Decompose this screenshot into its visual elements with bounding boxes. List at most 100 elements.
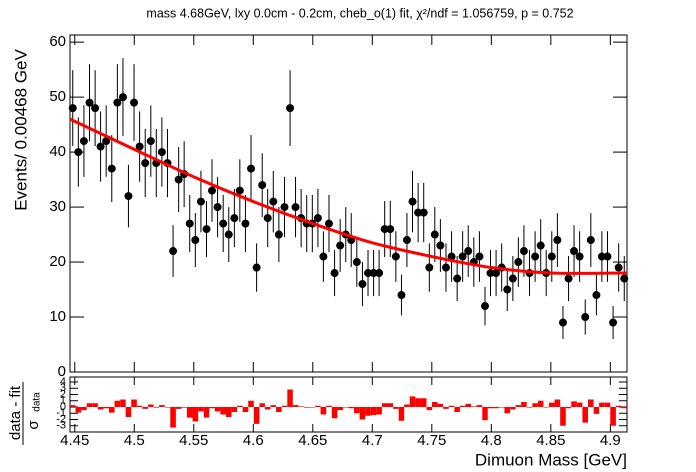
pull-bar <box>504 407 511 414</box>
pull-bar <box>515 405 522 407</box>
pull-bar <box>276 407 282 412</box>
chart-title: mass 4.68GeV, lxy 0.0cm - 0.2cm, cheb_o(… <box>146 6 573 20</box>
pull-bar <box>571 401 577 407</box>
data-point <box>74 148 83 157</box>
pull-bar <box>610 407 616 426</box>
pull-bar <box>337 407 343 411</box>
data-point <box>408 197 417 206</box>
pull-bar <box>465 403 472 407</box>
pull-bar <box>510 407 516 410</box>
pull-bar <box>443 407 449 409</box>
data-point <box>414 208 423 217</box>
data-point <box>96 142 105 151</box>
data-point <box>514 258 523 267</box>
data-point <box>196 197 205 206</box>
data-point <box>174 175 183 184</box>
y-tick-label: 4 <box>60 376 66 388</box>
pull-bar <box>253 407 260 424</box>
pull-bar <box>588 399 594 407</box>
data-point <box>597 252 606 261</box>
data-point <box>241 219 250 228</box>
pull-bar <box>348 407 355 409</box>
data-point <box>364 269 373 278</box>
data-point <box>252 263 261 272</box>
pull-bar <box>320 407 327 415</box>
data-point <box>263 214 272 223</box>
data-point <box>230 214 239 223</box>
pull-bar <box>125 407 132 417</box>
pull-bar <box>532 403 538 407</box>
pull-bar <box>370 407 377 416</box>
pull-bar <box>454 407 460 412</box>
pull-bar <box>153 407 160 408</box>
pull-bar <box>309 407 316 408</box>
data-point <box>85 98 94 107</box>
data-point <box>592 291 601 300</box>
pull-bar <box>476 405 483 407</box>
x-tick-label: 4.5 <box>124 432 145 449</box>
y-tick-label: 0 <box>60 401 66 413</box>
data-point <box>79 137 88 146</box>
data-point <box>614 263 623 272</box>
y-tick-label: 20 <box>49 253 66 270</box>
pull-bar <box>560 407 566 426</box>
data-point <box>397 291 406 300</box>
pull-bar <box>170 407 176 428</box>
x-tick-label: 4.75 <box>417 432 446 449</box>
data-point <box>124 192 133 201</box>
x-tick-label: 4.65 <box>298 432 327 449</box>
y-tick-label: 2 <box>60 388 66 400</box>
data-point <box>458 252 467 261</box>
pull-bar <box>315 405 321 407</box>
y-tick-label: 50 <box>49 88 66 105</box>
pull-bar <box>554 399 561 407</box>
pull-y-label: data - fit <box>7 385 24 440</box>
data-point <box>68 104 77 113</box>
data-point <box>581 313 590 322</box>
pull-bar <box>409 396 416 407</box>
pull-bar <box>69 405 76 407</box>
pull-bar <box>543 407 549 408</box>
pull-bar <box>521 402 527 407</box>
data-point <box>564 274 573 283</box>
data-point <box>191 236 200 245</box>
pull-bar <box>159 405 165 407</box>
pull-bar <box>582 407 589 423</box>
data-point <box>430 230 439 239</box>
pull-bar <box>181 407 187 408</box>
pull-bar <box>354 407 360 414</box>
pull-bar <box>186 407 193 418</box>
pull-bar <box>164 407 171 408</box>
pull-bar <box>75 407 82 413</box>
pull-bar <box>242 407 249 412</box>
pull-bar <box>303 407 310 408</box>
data-point <box>247 164 256 173</box>
pull-bar <box>604 402 611 407</box>
pull-bar <box>270 405 277 407</box>
data-point <box>102 137 111 146</box>
data-point <box>375 269 384 278</box>
data-point <box>291 203 300 212</box>
data-point <box>536 241 545 250</box>
pull-bar <box>86 403 93 407</box>
pull-bar <box>81 407 87 411</box>
y-tick-label: 40 <box>49 143 66 160</box>
y-tick-label: 60 <box>49 33 66 50</box>
pull-bar <box>381 403 388 407</box>
data-point <box>425 263 434 272</box>
data-point <box>369 269 378 278</box>
x-tick-label: 4.45 <box>60 432 89 449</box>
data-point <box>508 274 517 283</box>
pull-y-label-sub: data <box>32 392 43 412</box>
data-point <box>135 142 144 151</box>
data-point <box>269 197 278 206</box>
data-point <box>391 252 400 261</box>
pull-bar <box>264 407 271 410</box>
pull-bar <box>298 406 304 407</box>
pull-bar <box>615 405 622 407</box>
x-tick-label: 4.85 <box>536 432 565 449</box>
pull-bar <box>259 403 265 407</box>
pull-bar <box>359 407 366 420</box>
pull-bar <box>292 405 299 407</box>
data-point <box>492 269 501 278</box>
